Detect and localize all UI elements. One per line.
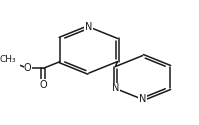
Text: CH₃: CH₃ bbox=[0, 55, 16, 64]
Text: O: O bbox=[39, 80, 47, 90]
Text: N: N bbox=[112, 84, 119, 93]
Text: N: N bbox=[85, 22, 93, 32]
Text: O: O bbox=[24, 64, 32, 74]
Text: N: N bbox=[139, 94, 146, 104]
